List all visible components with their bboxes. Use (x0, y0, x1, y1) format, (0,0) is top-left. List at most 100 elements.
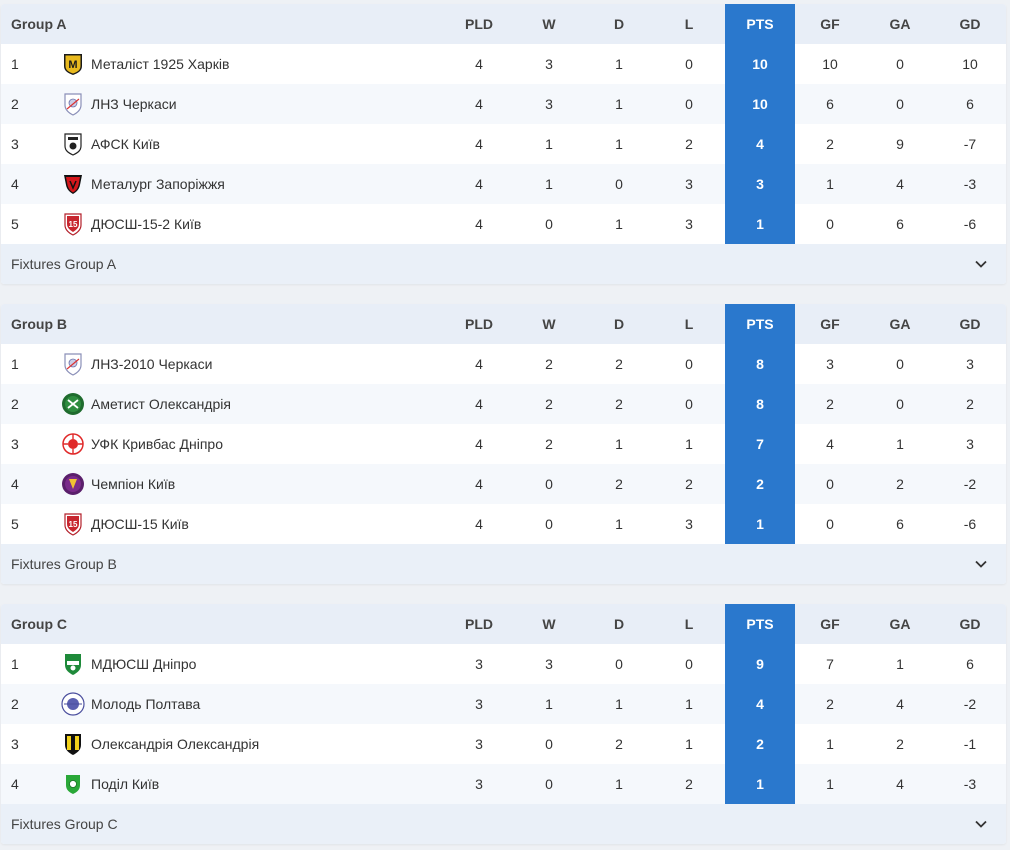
stat-d: 1 (615, 56, 623, 72)
table-row[interactable]: 4 Металург Запоріжжя 4 1 0 3 3 1 4 -3 (1, 164, 1006, 204)
stat-gd: 3 (966, 436, 974, 452)
stat-ga: 4 (896, 696, 904, 712)
group-title: Group A (11, 16, 67, 32)
stat-l: 0 (685, 96, 693, 112)
table-row[interactable]: 2 Аметист Олександрія 4 2 2 0 8 2 0 2 (1, 384, 1006, 424)
col-d: D (613, 316, 625, 332)
stat-d: 2 (615, 396, 623, 412)
stat-l: 3 (685, 216, 693, 232)
col-l: L (684, 616, 694, 632)
stat-gf: 0 (826, 516, 834, 532)
stat-gd: 2 (966, 396, 974, 412)
table-row[interactable]: 1 ЛНЗ-2010 Черкаси 4 2 2 0 8 3 0 3 (1, 344, 1006, 384)
stat-d: 0 (615, 656, 623, 672)
molod-logo-icon (61, 692, 85, 716)
stat-w: 3 (545, 656, 553, 672)
fixtures-label: Fixtures Group C (11, 816, 118, 832)
stat-l: 0 (685, 56, 693, 72)
team-position: 1 (11, 356, 19, 372)
team-name[interactable]: Металург Запоріжжя (91, 176, 225, 192)
col-w: W (542, 16, 556, 32)
table-row[interactable]: 2 Молодь Полтава 3 1 1 1 4 2 4 -2 (1, 684, 1006, 724)
team-name[interactable]: УФК Кривбас Дніпро (91, 436, 224, 452)
table-row[interactable]: 4 Поділ Київ 3 0 1 2 1 1 4 -3 (1, 764, 1006, 804)
stat-d: 1 (615, 696, 623, 712)
team-name[interactable]: Поділ Київ (91, 776, 160, 792)
team-name[interactable]: ДЮСШ-15 Київ (91, 516, 189, 532)
stat-pld: 4 (475, 356, 483, 372)
stat-ga: 6 (896, 216, 904, 232)
team-name[interactable]: ЛНЗ Черкаси (91, 96, 177, 112)
stat-pld: 4 (475, 136, 483, 152)
team-name[interactable]: Молодь Полтава (91, 696, 201, 712)
team-name[interactable]: АФСК Київ (91, 136, 160, 152)
ufk-logo-icon (62, 433, 84, 455)
table-row[interactable]: 4 Чемпіон Київ 4 0 2 2 2 0 2 -2 (1, 464, 1006, 504)
team-position: 3 (11, 136, 19, 152)
svg-text:15: 15 (69, 220, 78, 229)
stat-l: 1 (685, 736, 693, 752)
fixtures-group-c-toggle[interactable]: Fixtures Group C (1, 804, 1006, 844)
table-row[interactable]: 3 Олександрія Олександрія 3 0 2 1 2 1 2 … (1, 724, 1006, 764)
stat-pld: 4 (475, 176, 483, 192)
team-name[interactable]: Чемпіон Київ (91, 476, 176, 492)
stat-pts: 1 (725, 504, 795, 544)
fixtures-group-a-toggle[interactable]: Fixtures Group A (1, 244, 1006, 284)
stat-w: 1 (545, 696, 553, 712)
stat-l: 1 (685, 436, 693, 452)
stat-d: 1 (615, 216, 623, 232)
afsk-logo-icon (64, 133, 82, 156)
team-name[interactable]: Аметист Олександрія (91, 396, 231, 412)
stat-pts: 9 (725, 644, 795, 684)
team-name[interactable]: ЛНЗ-2010 Черкаси (91, 356, 213, 372)
stat-ga: 1 (896, 656, 904, 672)
stat-l: 2 (685, 136, 693, 152)
fixtures-group-b-toggle[interactable]: Fixtures Group B (1, 544, 1006, 584)
table-row[interactable]: 1 M Металіст 1925 Харків 4 3 1 0 10 10 0… (1, 44, 1006, 84)
chevron-down-icon[interactable] (974, 557, 988, 571)
stat-d: 1 (615, 776, 623, 792)
chevron-down-icon[interactable] (974, 257, 988, 271)
stat-w: 0 (545, 516, 553, 532)
fixtures-label: Fixtures Group B (11, 556, 117, 572)
chevron-down-icon[interactable] (974, 817, 988, 831)
table-row[interactable]: 5 15 ДЮСШ-15-2 Київ 4 0 1 3 1 0 6 -6 (1, 204, 1006, 244)
table-row[interactable]: 3 АФСК Київ 4 1 1 2 4 2 9 -7 (1, 124, 1006, 164)
team-position: 1 (11, 56, 19, 72)
group-title: Group B (11, 316, 67, 332)
fixtures-label: Fixtures Group A (11, 256, 117, 272)
table-row[interactable]: 3 УФК Кривбас Дніпро 4 2 1 1 7 4 1 3 (1, 424, 1006, 464)
stat-pts: 10 (725, 44, 795, 84)
stat-gd: -2 (963, 476, 977, 492)
stat-w: 0 (545, 476, 553, 492)
team-name[interactable]: ДЮСШ-15-2 Київ (91, 216, 202, 232)
stat-ga: 0 (896, 396, 904, 412)
team-name[interactable]: Олександрія Олександрія (91, 736, 260, 752)
stat-gd: -7 (963, 136, 977, 152)
col-pld: PLD (465, 16, 493, 32)
col-gd: GD (959, 316, 981, 332)
team-position: 4 (11, 176, 19, 192)
table-header: Group A PLD W D L PTS GF GA GD (1, 4, 1006, 44)
col-pld: PLD (465, 616, 493, 632)
table-row[interactable]: 1 МДЮСШ Дніпро 3 3 0 0 9 7 1 6 (1, 644, 1006, 684)
stat-l: 1 (685, 696, 693, 712)
stat-w: 3 (545, 96, 553, 112)
stat-d: 0 (615, 176, 623, 192)
table-row[interactable]: 2 ЛНЗ Черкаси 4 3 1 0 10 6 0 6 (1, 84, 1006, 124)
mdyussh-logo-icon (65, 654, 81, 675)
dyussh15-logo-icon: 15 (64, 213, 82, 236)
team-name[interactable]: Металіст 1925 Харків (91, 56, 230, 72)
svg-text:M: M (68, 59, 77, 71)
col-pts: PTS (725, 4, 795, 44)
team-position: 3 (11, 436, 19, 452)
stat-gd: -6 (963, 216, 977, 232)
team-name[interactable]: МДЮСШ Дніпро (91, 656, 197, 672)
stat-gf: 2 (826, 396, 834, 412)
table-row[interactable]: 5 15 ДЮСШ-15 Київ 4 0 1 3 1 0 6 -6 (1, 504, 1006, 544)
col-gf: GF (820, 16, 840, 32)
stat-pld: 4 (475, 96, 483, 112)
stat-gd: 6 (966, 656, 974, 672)
col-d: D (613, 16, 625, 32)
col-d: D (613, 616, 625, 632)
